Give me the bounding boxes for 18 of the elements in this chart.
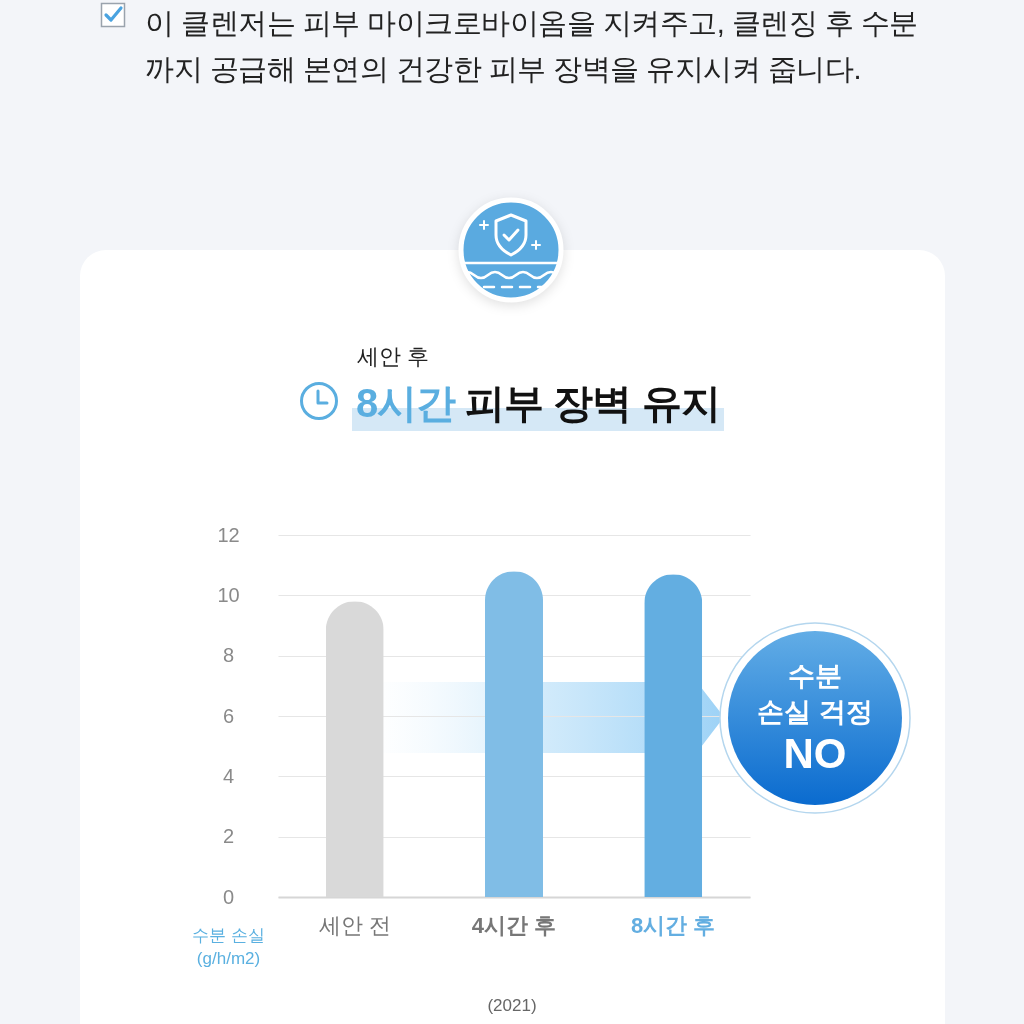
y-tick-label: 10 bbox=[217, 583, 240, 606]
chart-title: 8시간 피부 장벽 유지 bbox=[352, 376, 724, 431]
y-tick-label: 4 bbox=[222, 764, 235, 787]
text: 이 클렌저는 피부 마이크로바이옴을 지켜주고, 클렌징 후 수분까지 공급해 본연의 건강한 피부 장벽을 유지시켜 줍니다. bbox=[145, 6, 919, 87]
chart-subtitle: 세안 후 bbox=[357, 343, 430, 371]
y-tick-label: 12 bbox=[217, 523, 240, 546]
x-tick-label: 4시간 후 bbox=[471, 912, 557, 938]
x-tick-label: 세안 전 bbox=[318, 912, 391, 938]
bar bbox=[644, 574, 703, 897]
y-axis-title: 수분 손실 (g/h/m2) bbox=[192, 925, 265, 968]
bar bbox=[485, 571, 543, 897]
x-tick-label: 8시간 후 bbox=[631, 912, 716, 938]
y-tick-label: 0 bbox=[222, 885, 235, 908]
y-tick-label: 8 bbox=[222, 644, 235, 667]
text: (2021) bbox=[486, 996, 538, 1016]
y-tick-label: 2 bbox=[222, 825, 235, 848]
text: 수분 손실 걱정 NO bbox=[757, 660, 873, 778]
y-tick-label: 6 bbox=[222, 704, 235, 727]
